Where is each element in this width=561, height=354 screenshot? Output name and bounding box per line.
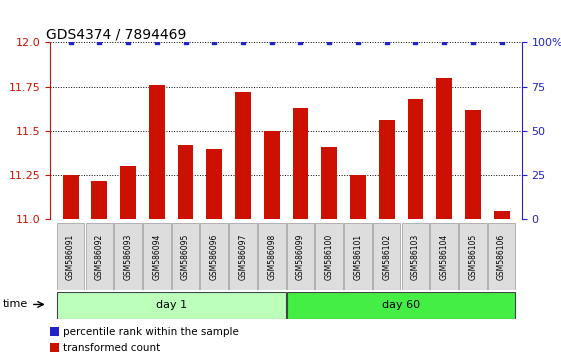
Bar: [143, 223, 171, 290]
Bar: [264, 131, 279, 219]
Text: GSM586103: GSM586103: [411, 234, 420, 280]
Bar: [402, 223, 429, 290]
Point: [411, 40, 420, 45]
Bar: [407, 99, 424, 219]
Point: [95, 40, 104, 45]
Bar: [235, 92, 251, 219]
Bar: [91, 181, 107, 219]
Bar: [172, 223, 199, 290]
Text: percentile rank within the sample: percentile rank within the sample: [63, 327, 239, 337]
Point: [296, 40, 305, 45]
Bar: [315, 223, 343, 290]
Bar: [373, 223, 401, 290]
Bar: [206, 149, 222, 219]
Point: [497, 40, 506, 45]
Point: [353, 40, 362, 45]
Text: GSM586094: GSM586094: [152, 233, 162, 280]
Point: [66, 40, 75, 45]
Bar: [200, 223, 228, 290]
Point: [153, 40, 162, 45]
Text: GSM586106: GSM586106: [497, 234, 506, 280]
Bar: [85, 223, 113, 290]
Text: GSM586092: GSM586092: [95, 234, 104, 280]
Bar: [287, 292, 516, 319]
Point: [267, 40, 276, 45]
Bar: [229, 223, 257, 290]
Point: [238, 40, 247, 45]
Text: GDS4374 / 7894469: GDS4374 / 7894469: [46, 27, 186, 41]
Text: GSM586101: GSM586101: [353, 234, 362, 280]
Bar: [344, 223, 372, 290]
Bar: [293, 108, 309, 219]
Bar: [465, 110, 481, 219]
Bar: [63, 175, 79, 219]
Bar: [430, 223, 458, 290]
Text: GSM586102: GSM586102: [382, 234, 391, 280]
Text: GSM586105: GSM586105: [468, 234, 477, 280]
Bar: [258, 223, 286, 290]
Text: GSM586091: GSM586091: [66, 234, 75, 280]
Bar: [379, 120, 394, 219]
Bar: [120, 166, 136, 219]
Bar: [350, 175, 366, 219]
Bar: [57, 223, 84, 290]
Point: [210, 40, 219, 45]
Bar: [149, 85, 165, 219]
Point: [382, 40, 391, 45]
Text: time: time: [3, 299, 28, 309]
Bar: [287, 223, 314, 290]
Text: transformed count: transformed count: [63, 343, 160, 353]
Bar: [114, 223, 142, 290]
Text: GSM586098: GSM586098: [267, 234, 276, 280]
Point: [468, 40, 477, 45]
Bar: [57, 292, 286, 319]
Text: GSM586104: GSM586104: [440, 234, 449, 280]
Bar: [178, 145, 194, 219]
Bar: [459, 223, 487, 290]
Text: day 60: day 60: [382, 300, 420, 310]
Text: GSM586093: GSM586093: [123, 233, 132, 280]
Point: [123, 40, 132, 45]
Point: [181, 40, 190, 45]
Bar: [494, 211, 509, 219]
Text: GSM586096: GSM586096: [210, 233, 219, 280]
Text: GSM586099: GSM586099: [296, 233, 305, 280]
Text: day 1: day 1: [155, 300, 187, 310]
Bar: [321, 147, 337, 219]
Text: GSM586097: GSM586097: [238, 233, 247, 280]
Point: [440, 40, 449, 45]
Text: GSM586100: GSM586100: [325, 234, 334, 280]
Point: [325, 40, 334, 45]
Text: GSM586095: GSM586095: [181, 233, 190, 280]
Bar: [436, 78, 452, 219]
Bar: [488, 223, 516, 290]
